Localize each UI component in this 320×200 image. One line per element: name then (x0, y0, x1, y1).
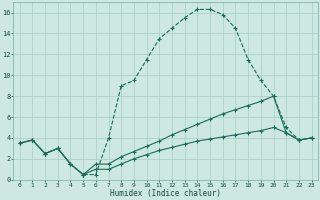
X-axis label: Humidex (Indice chaleur): Humidex (Indice chaleur) (110, 189, 221, 198)
